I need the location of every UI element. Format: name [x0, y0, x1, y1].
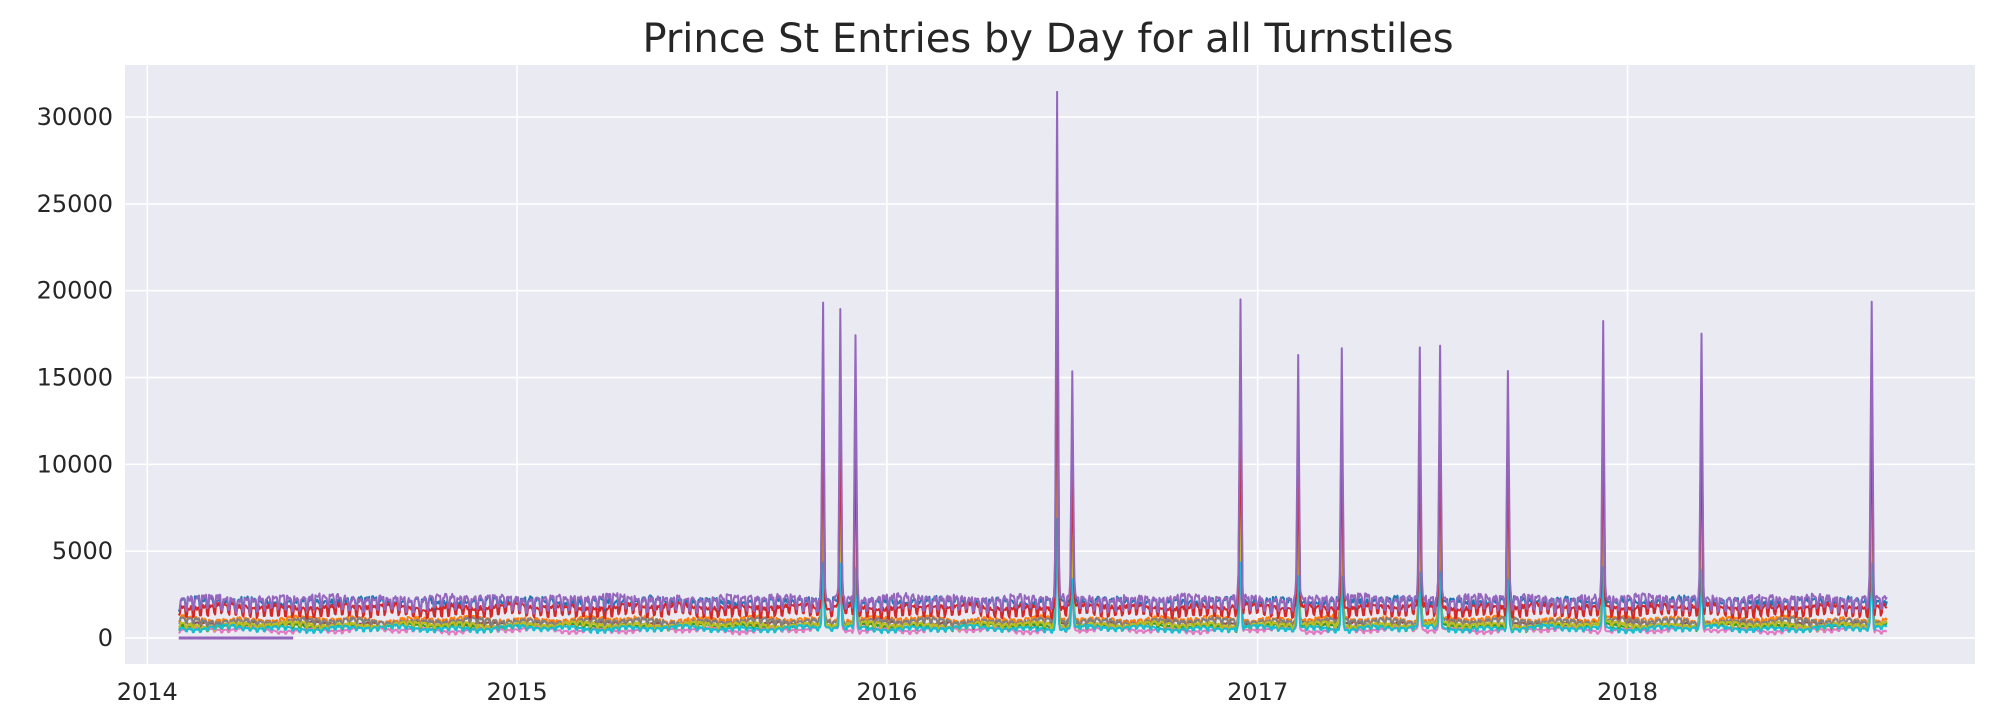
- y-tick-label: 10000: [37, 450, 113, 478]
- x-tick-label: 2015: [487, 678, 548, 706]
- x-tick-label: 2014: [117, 678, 178, 706]
- x-tick-label: 2017: [1227, 678, 1288, 706]
- chart-title: Prince St Entries by Day for all Turnsti…: [642, 16, 1453, 62]
- y-tick-label: 25000: [37, 190, 113, 218]
- series-line: [178, 517, 1888, 635]
- series-group: [177, 90, 1888, 640]
- y-tick-label: 30000: [37, 103, 113, 131]
- grid-lines: [125, 65, 1975, 664]
- y-tick-label: 20000: [37, 277, 113, 305]
- series-line: [178, 90, 1888, 615]
- x-tick-label: 2016: [856, 678, 917, 706]
- x-tick-labels: 2014 2015 2016 2017 2018: [117, 678, 1658, 706]
- x-tick-label: 2018: [1597, 678, 1658, 706]
- plot-area: [125, 65, 1975, 664]
- y-tick-label: 5000: [52, 537, 113, 565]
- y-tick-label: 0: [98, 624, 113, 652]
- y-tick-labels: 0 5000 10000 15000 20000 25000 30000: [37, 103, 113, 652]
- y-tick-label: 15000: [37, 364, 113, 392]
